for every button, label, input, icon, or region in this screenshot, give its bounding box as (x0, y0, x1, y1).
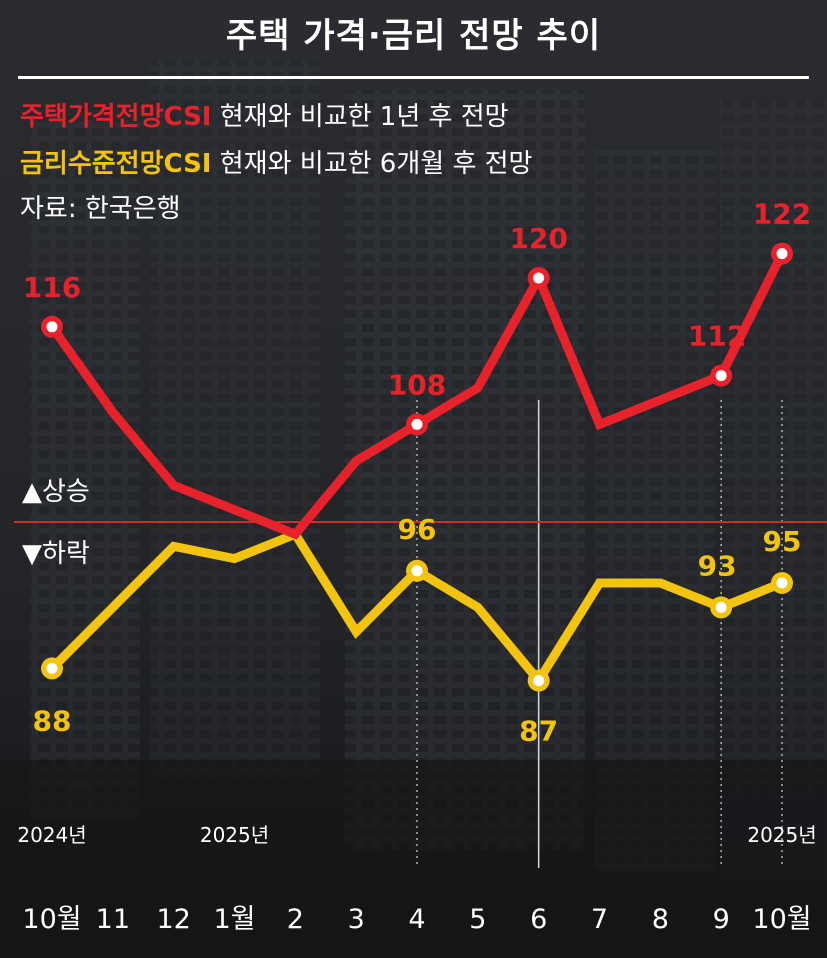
x-tick-label: 1월 (213, 904, 255, 935)
legend-series-name: 금리수준전망CSI (20, 149, 212, 179)
legend-series-desc: 현재와 비교한 1년 후 전망 (219, 102, 509, 132)
data-point-center (46, 321, 58, 333)
x-tick-label: 6 (530, 904, 547, 935)
year-label: 2025년 (200, 823, 269, 847)
x-tick-label: 7 (591, 904, 608, 935)
data-label: 122 (753, 198, 811, 231)
legend-entry-house-price: 주택가격전망CSI 현재와 비교한 1년 후 전망 (20, 96, 509, 133)
data-point-center (715, 370, 727, 382)
data-label: 116 (23, 271, 81, 304)
x-tick-label: 9 (713, 904, 730, 935)
year-label: 2024년 (17, 823, 86, 847)
data-point-center (411, 418, 423, 430)
data-point-center (715, 601, 727, 613)
annotation-down: ▼하락 (22, 539, 90, 569)
x-tick-label: 12 (156, 904, 190, 935)
year-label: 2025년 (747, 823, 816, 847)
data-label: 88 (33, 704, 72, 737)
legend-entry-interest-rate: 금리수준전망CSI 현재와 비교한 6개월 후 전망 (20, 143, 532, 180)
data-label: 87 (519, 715, 558, 748)
data-label: 96 (398, 513, 437, 546)
x-tick-label: 2 (287, 904, 304, 935)
data-label: 112 (688, 320, 746, 353)
x-tick-label: 10월 (752, 904, 811, 935)
x-tick-label: 4 (408, 904, 425, 935)
legend-series-name: 주택가격전망CSI (20, 102, 212, 132)
data-label: 93 (698, 549, 737, 582)
data-point-center (533, 675, 545, 687)
data-label: 95 (763, 525, 802, 558)
data-point-center (776, 248, 788, 260)
legend-series-desc: 현재와 비교한 6개월 후 전망 (219, 149, 533, 179)
title-divider (18, 76, 809, 79)
chart-title: 주택 가격·금리 전망 추이 (225, 16, 602, 56)
x-tick-label: 8 (652, 904, 669, 935)
data-point-center (46, 662, 58, 674)
x-tick-label: 11 (96, 904, 130, 935)
source-note: 자료: 한국은행 (20, 194, 181, 224)
data-label: 108 (388, 368, 446, 401)
data-point-center (411, 565, 423, 577)
x-tick-label: 5 (469, 904, 486, 935)
x-tick-label: 10월 (22, 904, 81, 935)
x-tick-label: 3 (348, 904, 365, 935)
data-label: 120 (509, 222, 567, 255)
data-point-center (776, 577, 788, 589)
annotation-up: ▲상승 (22, 477, 90, 507)
data-point-center (533, 272, 545, 284)
